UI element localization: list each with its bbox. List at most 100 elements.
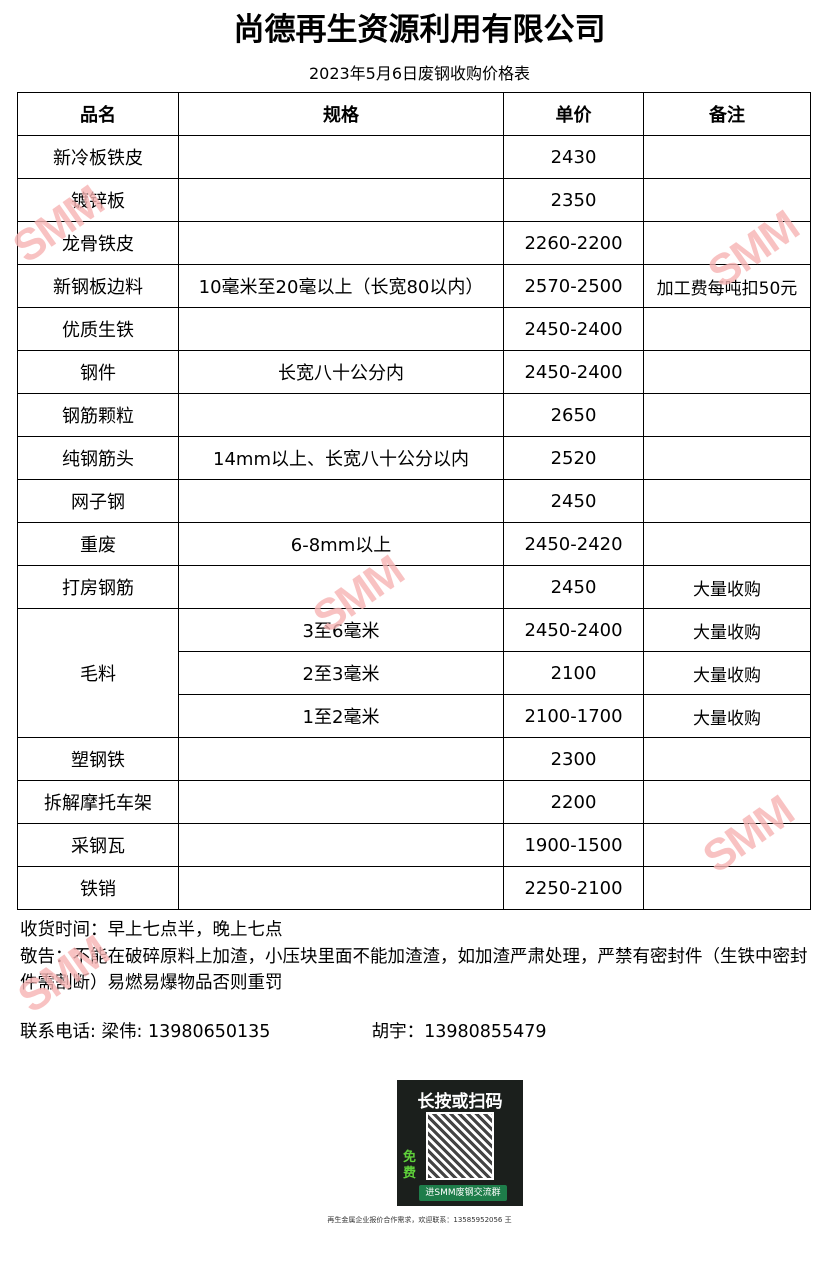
item-spec: [178, 866, 504, 910]
item-spec: [178, 135, 504, 179]
table-row: 优质生铁 2450-2400: [17, 307, 811, 351]
item-price: 2100-1700: [503, 694, 644, 738]
item-name: 网子钢: [17, 479, 179, 523]
item-note: 大量收购: [643, 565, 811, 609]
item-spec: 10毫米至20毫以上（长宽80以内）: [178, 264, 504, 308]
item-name: 采钢瓦: [17, 823, 179, 867]
item-price: 2450: [503, 479, 644, 523]
item-spec: [178, 307, 504, 351]
table-row: 钢件 长宽八十公分内 2450-2400: [17, 350, 811, 394]
table-row: 毛料 3至6毫米 2450-2400 大量收购: [17, 608, 811, 738]
item-name: 铁销: [17, 866, 179, 910]
item-price: 2450-2420: [503, 522, 644, 566]
table-row: 塑钢铁 2300: [17, 737, 811, 781]
item-note: 大量收购: [643, 651, 811, 695]
table-row: 网子钢 2450: [17, 479, 811, 523]
item-price: 2450-2400: [503, 350, 644, 394]
item-note: 加工费每吨扣50元: [643, 264, 811, 308]
header-row: 品名 规格 单价 备注: [17, 92, 811, 136]
table-row: 镀锌板 2350: [17, 178, 811, 222]
table-row: 拆解摩托车架 2200: [17, 780, 811, 824]
item-note: [643, 393, 811, 437]
item-spec: [178, 393, 504, 437]
item-spec: 3至6毫米: [178, 608, 504, 652]
contact-person2: 胡宇：13980855479: [371, 1022, 547, 1042]
item-note: [643, 522, 811, 566]
item-price: 2450: [503, 565, 644, 609]
item-spec: 长宽八十公分内: [178, 350, 504, 394]
warning-notice: 敬告：不能在破碎原料上加渣，小压块里面不能加渣渣，如加渣严肃处理，严禁有密封件（…: [20, 947, 808, 993]
table-row: 2至3毫米 2100 大量收购: [18, 651, 811, 695]
item-price: 2450-2400: [503, 608, 644, 652]
item-spec: [178, 823, 504, 867]
header-note: 备注: [643, 92, 811, 136]
item-name: 优质生铁: [17, 307, 179, 351]
header-price: 单价: [503, 92, 644, 136]
contact-label: 联系电话:: [20, 1022, 96, 1042]
item-price: 2250-2100: [503, 866, 644, 910]
qr-free-label: 免费: [403, 1150, 417, 1181]
company-title: 尚德再生资源利用有限公司: [233, 12, 606, 48]
contact-line: 联系电话: 梁伟: 13980650135 胡宇：13980855479: [20, 1019, 820, 1045]
item-price: 1900-1500: [503, 823, 644, 867]
item-spec: [178, 479, 504, 523]
item-spec: [178, 221, 504, 265]
item-spec: [178, 565, 504, 609]
item-note: [643, 866, 811, 910]
item-name: 钢件: [17, 350, 179, 394]
item-note: [643, 135, 811, 179]
item-name: 钢筋颗粒: [17, 393, 179, 437]
item-price: 2430: [503, 135, 644, 179]
header-spec: 规格: [178, 92, 504, 136]
item-note: [643, 350, 811, 394]
item-price: 2450-2400: [503, 307, 644, 351]
item-note: 大量收购: [643, 694, 811, 738]
item-spec: 14mm以上、长宽八十公分以内: [178, 436, 504, 480]
table-row: 采钢瓦 1900-1500: [17, 823, 811, 867]
item-name: 镀锌板: [17, 178, 179, 222]
qr-code-card[interactable]: 长按或扫码 免费 进SMM废钢交流群: [397, 1080, 523, 1206]
qr-join-button[interactable]: 进SMM废钢交流群: [419, 1185, 507, 1201]
item-spec: [178, 737, 504, 781]
table-row: 铁销 2250-2100: [17, 866, 811, 910]
item-name: 毛料: [17, 608, 179, 738]
item-note: [643, 479, 811, 523]
item-note: [643, 178, 811, 222]
item-note: [643, 436, 811, 480]
item-price: 2650: [503, 393, 644, 437]
item-note: [643, 780, 811, 824]
item-price: 2100: [503, 651, 644, 695]
item-name: 纯钢筋头: [17, 436, 179, 480]
table-row: 钢筋颗粒 2650: [17, 393, 811, 437]
header-name: 品名: [17, 92, 179, 136]
table-row: 1至2毫米 2100-1700 大量收购: [18, 694, 811, 738]
item-note: [643, 823, 811, 867]
qr-heading: 长按或扫码: [417, 1092, 503, 1112]
qr-code-icon[interactable]: [426, 1112, 494, 1180]
item-price: 2520: [503, 436, 644, 480]
table-row: 纯钢筋头 14mm以上、长宽八十公分以内 2520: [17, 436, 811, 480]
item-price: 2570-2500: [503, 264, 644, 308]
item-note: [643, 307, 811, 351]
item-price: 2260-2200: [503, 221, 644, 265]
item-name: 龙骨铁皮: [17, 221, 179, 265]
price-table: 品名 规格 单价 备注 新冷板铁皮 2430 镀锌板 2350 龙骨铁皮 2260-220…: [17, 92, 811, 910]
item-spec: [178, 780, 504, 824]
table-row: 龙骨铁皮 2260-2200: [17, 221, 811, 265]
item-name: 新冷板铁皮: [17, 135, 179, 179]
item-spec: [178, 178, 504, 222]
table-row: 新钢板边料 10毫米至20毫以上（长宽80以内） 2570-2500 加工费每吨扣50…: [17, 264, 811, 308]
contact-person1: 梁伟: 13980650135: [101, 1022, 271, 1042]
receiving-hours: 收货时间：早上七点半，晚上七点: [20, 920, 283, 940]
item-spec: 2至3毫米: [178, 651, 504, 695]
item-name: 重废: [17, 522, 179, 566]
sheet-subtitle: 2023年5月6日废钢收购价格表: [308, 64, 531, 83]
item-spec: 1至2毫米: [178, 694, 504, 738]
table-row: 打房钢筋 2450 大量收购: [17, 565, 811, 609]
item-note: 大量收购: [643, 608, 811, 652]
item-name: 拆解摩托车架: [17, 780, 179, 824]
item-price: 2300: [503, 737, 644, 781]
item-name: 打房钢筋: [17, 565, 179, 609]
item-spec: 6-8mm以上: [178, 522, 504, 566]
